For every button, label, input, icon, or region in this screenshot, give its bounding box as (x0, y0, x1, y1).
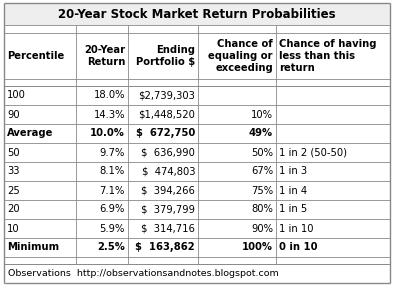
Text: 20-Year
Return: 20-Year Return (84, 45, 125, 67)
Text: 50: 50 (7, 147, 20, 158)
Text: 8.1%: 8.1% (100, 166, 125, 177)
Text: Chance of having
less than this
return: Chance of having less than this return (279, 39, 376, 73)
Text: 1 in 4: 1 in 4 (279, 185, 307, 196)
Text: Chance of
equaling or
exceeding: Chance of equaling or exceeding (208, 39, 273, 73)
Text: $  314,716: $ 314,716 (141, 223, 195, 233)
Text: Minimum: Minimum (7, 242, 59, 252)
Text: $  163,862: $ 163,862 (135, 242, 195, 252)
Text: 9.7%: 9.7% (100, 147, 125, 158)
Text: $  379,799: $ 379,799 (141, 204, 195, 215)
Text: 1 in 3: 1 in 3 (279, 166, 307, 177)
Text: 7.1%: 7.1% (100, 185, 125, 196)
Text: Ending
Portfolio $: Ending Portfolio $ (136, 45, 195, 67)
Text: 100%: 100% (242, 242, 273, 252)
Text: 2.5%: 2.5% (97, 242, 125, 252)
Text: $  394,266: $ 394,266 (141, 185, 195, 196)
Text: $  636,990: $ 636,990 (141, 147, 195, 158)
Text: 49%: 49% (249, 129, 273, 139)
Text: 1 in 2 (50-50): 1 in 2 (50-50) (279, 147, 347, 158)
Text: 5.9%: 5.9% (100, 223, 125, 233)
Text: 1 in 5: 1 in 5 (279, 204, 307, 215)
Bar (4, 3, 390, 25)
Text: 10: 10 (7, 223, 20, 233)
Text: 90%: 90% (251, 223, 273, 233)
Text: $2,739,303: $2,739,303 (138, 91, 195, 100)
Text: 67%: 67% (251, 166, 273, 177)
Text: 6.9%: 6.9% (100, 204, 125, 215)
Text: 20: 20 (7, 204, 20, 215)
Text: 18.0%: 18.0% (94, 91, 125, 100)
Text: 80%: 80% (251, 204, 273, 215)
Text: 20-Year Stock Market Return Probabilities: 20-Year Stock Market Return Probabilitie… (58, 8, 336, 21)
Text: Observations  http://observationsandnotes.blogspot.com: Observations http://observationsandnotes… (8, 269, 279, 278)
Text: 10.0%: 10.0% (90, 129, 125, 139)
Text: $  672,750: $ 672,750 (136, 129, 195, 139)
Text: 0 in 10: 0 in 10 (279, 242, 318, 252)
Text: 25: 25 (7, 185, 20, 196)
Text: 1 in 10: 1 in 10 (279, 223, 314, 233)
Text: 100: 100 (7, 91, 26, 100)
Text: 33: 33 (7, 166, 20, 177)
Text: $1,448,520: $1,448,520 (138, 110, 195, 120)
Text: 50%: 50% (251, 147, 273, 158)
Text: Percentile: Percentile (7, 51, 64, 61)
Text: Average: Average (7, 129, 53, 139)
Text: 75%: 75% (251, 185, 273, 196)
Text: $  474,803: $ 474,803 (142, 166, 195, 177)
Text: 14.3%: 14.3% (94, 110, 125, 120)
Text: 90: 90 (7, 110, 20, 120)
Text: 10%: 10% (251, 110, 273, 120)
